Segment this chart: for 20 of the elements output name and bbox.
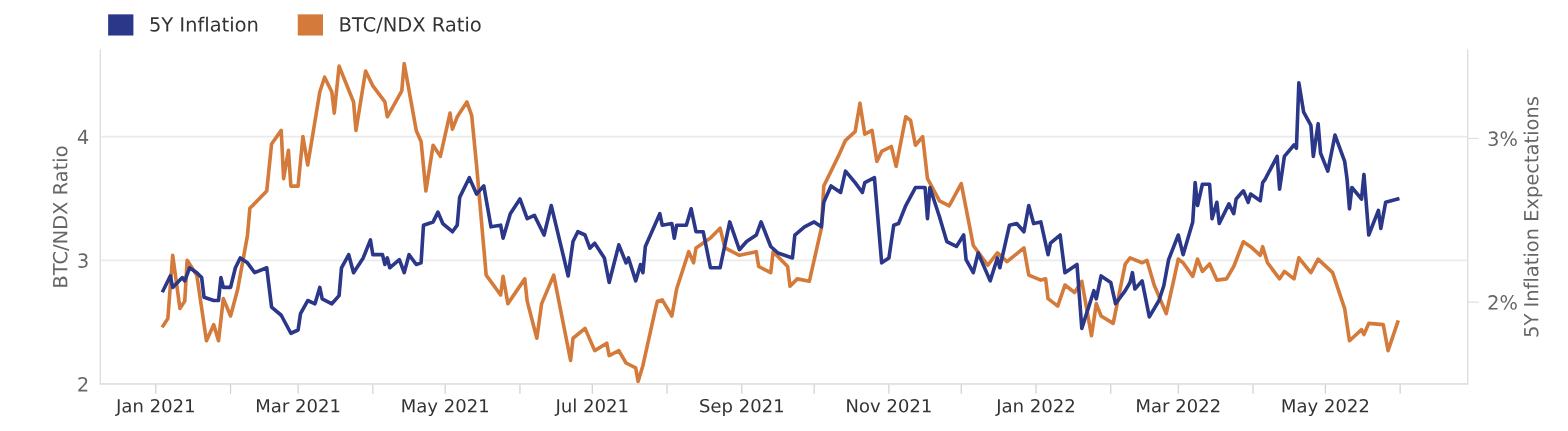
line-series bbox=[161, 61, 1400, 384]
line-series bbox=[161, 80, 1400, 336]
x-tick-label: May 2021 bbox=[402, 398, 489, 417]
y2-tick-label: 2% bbox=[1488, 295, 1517, 310]
x-tick-label: Nov 2021 bbox=[847, 398, 931, 413]
legend-label: 5Y Inflation bbox=[150, 16, 258, 32]
x-tick-label: Jul 2021 bbox=[554, 398, 628, 416]
legend-label: BTC/NDX Ratio bbox=[340, 16, 481, 34]
y-axis-title: BTC/NDX Ratio bbox=[52, 146, 70, 287]
x-tick-label: Mar 2021 bbox=[256, 398, 340, 413]
x-tick-label: May 2022 bbox=[1282, 398, 1369, 417]
y-tick-label: 3 bbox=[78, 253, 88, 268]
x-tick-label: Jan 2021 bbox=[115, 398, 194, 416]
y-tick-label: 2 bbox=[78, 376, 88, 392]
y-tick-label: 4 bbox=[77, 129, 89, 144]
y2-tick-label: 3% bbox=[1488, 131, 1517, 147]
x-tick-label: Mar 2022 bbox=[1137, 398, 1220, 413]
x-tick-label: Sep 2021 bbox=[700, 398, 783, 417]
x-tick-label: Jan 2022 bbox=[995, 398, 1074, 416]
y2-axis-title: 5Y Inflation Expectations bbox=[1523, 97, 1543, 337]
